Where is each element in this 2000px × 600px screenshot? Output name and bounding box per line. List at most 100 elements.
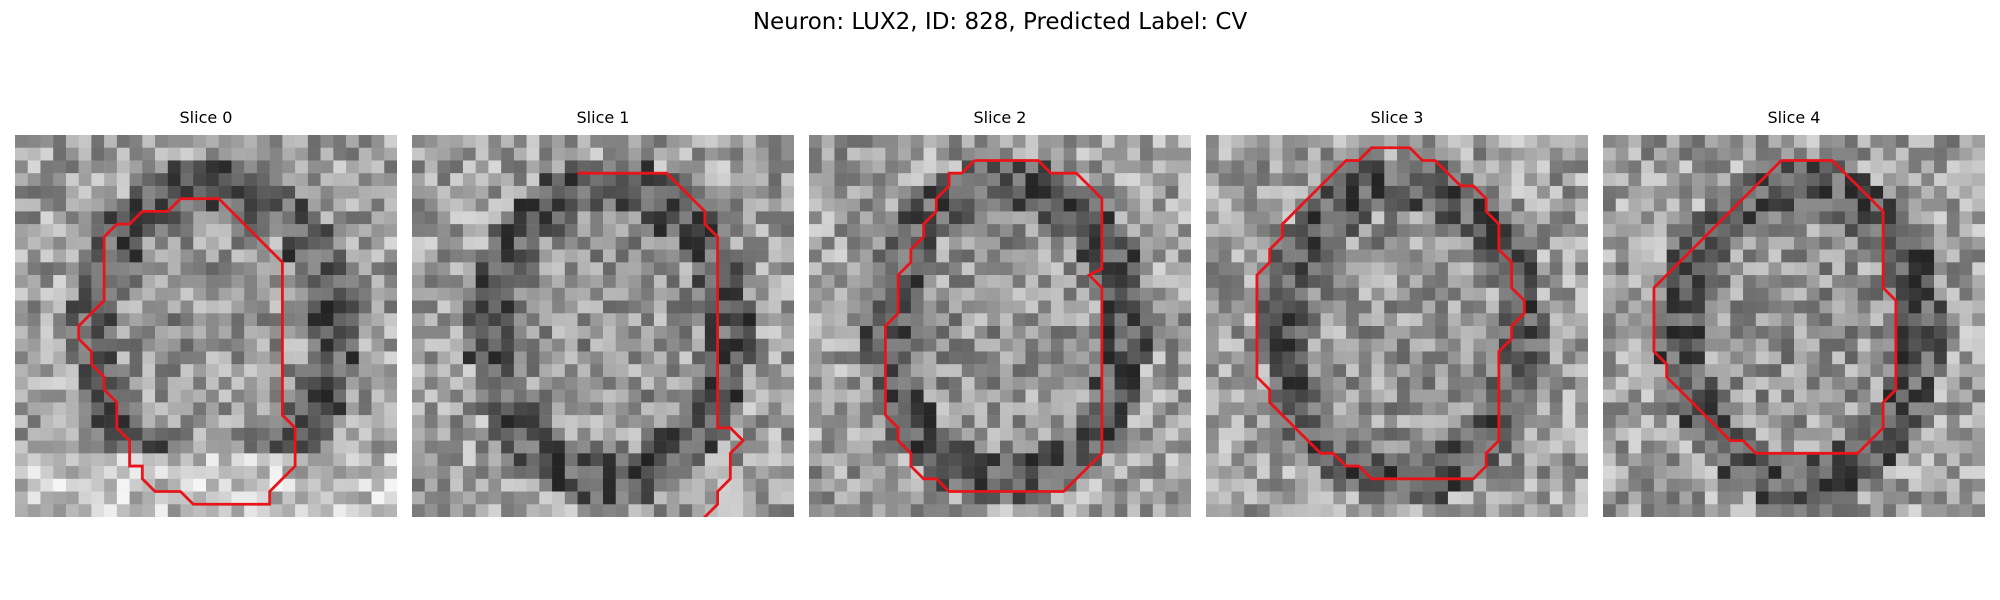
pixel xyxy=(1050,147,1064,161)
pixel xyxy=(755,466,769,480)
pixel xyxy=(1256,300,1270,314)
pixel xyxy=(1012,338,1026,352)
pixel xyxy=(679,173,693,187)
pixel xyxy=(653,326,667,339)
pixel xyxy=(1371,160,1385,174)
pixel xyxy=(1447,478,1461,492)
pixel xyxy=(1883,198,1897,212)
pixel xyxy=(358,402,372,416)
pixel xyxy=(1972,491,1985,505)
pixel xyxy=(974,504,988,517)
pixel xyxy=(1704,287,1718,301)
pixel xyxy=(1755,415,1769,429)
pixel xyxy=(1717,466,1731,480)
pixel xyxy=(269,147,283,161)
pixel xyxy=(1397,287,1410,301)
pixel xyxy=(1768,389,1782,403)
pixel xyxy=(1666,478,1680,492)
pixel xyxy=(1653,389,1667,403)
pixel xyxy=(65,466,79,480)
pixel xyxy=(1307,287,1321,301)
pixel xyxy=(1000,415,1013,429)
pixel xyxy=(155,364,169,378)
pixel xyxy=(768,135,782,148)
pixel xyxy=(704,173,718,187)
pixel xyxy=(1743,466,1757,480)
pixel xyxy=(1679,364,1693,378)
pixel xyxy=(180,504,194,517)
pixel xyxy=(282,224,296,238)
pixel xyxy=(206,135,219,148)
pixel xyxy=(539,185,553,199)
pixel xyxy=(1089,173,1103,187)
pixel xyxy=(1562,338,1576,352)
pixel xyxy=(923,338,937,352)
pixel xyxy=(1473,275,1487,289)
pixel xyxy=(1012,478,1026,492)
pixel xyxy=(1768,185,1782,199)
pixel xyxy=(1256,275,1270,289)
pixel xyxy=(628,198,642,212)
pixel xyxy=(346,135,360,148)
pixel xyxy=(1460,415,1474,429)
pixel xyxy=(1692,351,1706,365)
pixel xyxy=(231,198,245,212)
pixel xyxy=(539,198,553,212)
pixel xyxy=(1870,224,1884,238)
pixel xyxy=(1730,300,1744,314)
pixel xyxy=(872,300,886,314)
pixel xyxy=(1269,389,1283,403)
pixel xyxy=(859,262,873,276)
pixel xyxy=(513,504,527,517)
pixel xyxy=(1972,453,1985,467)
pixel xyxy=(1870,275,1884,289)
pixel xyxy=(1127,313,1141,327)
pixel xyxy=(1384,491,1398,505)
pixel xyxy=(269,440,283,454)
pixel xyxy=(628,211,642,225)
pixel xyxy=(1089,236,1103,250)
pixel xyxy=(1717,147,1731,161)
pixel xyxy=(1101,287,1115,301)
pixel xyxy=(206,402,219,416)
pixel xyxy=(704,466,718,480)
pixel xyxy=(859,504,873,517)
pixel xyxy=(1295,275,1309,289)
pixel xyxy=(1384,478,1398,492)
pixel xyxy=(437,135,451,148)
pixel xyxy=(513,364,527,378)
pixel xyxy=(1537,427,1551,441)
pixel xyxy=(1743,351,1757,365)
pixel xyxy=(1076,504,1090,517)
pixel xyxy=(1857,211,1871,225)
pixel xyxy=(475,440,489,454)
pixel xyxy=(307,262,321,276)
pixel xyxy=(1063,491,1077,505)
pixel xyxy=(717,135,731,148)
pixel xyxy=(320,313,334,327)
pixel xyxy=(679,211,693,225)
pixel xyxy=(1908,147,1922,161)
pixel xyxy=(1333,275,1347,289)
pixel xyxy=(1140,198,1154,212)
pixel xyxy=(1473,376,1487,390)
pixel xyxy=(475,236,489,250)
pixel xyxy=(885,478,899,492)
pixel xyxy=(488,147,502,161)
pixel xyxy=(1473,402,1487,416)
pixel xyxy=(730,173,744,187)
pixel xyxy=(1934,440,1948,454)
pixel xyxy=(987,262,1001,276)
pixel xyxy=(193,262,207,276)
pixel xyxy=(526,415,540,429)
pixel xyxy=(65,224,79,238)
pixel xyxy=(704,376,718,390)
pixel xyxy=(1165,236,1179,250)
pixel xyxy=(834,326,848,339)
pixel xyxy=(1307,491,1321,505)
pixel xyxy=(1959,338,1973,352)
pixel xyxy=(809,287,822,301)
pixel xyxy=(53,478,67,492)
pixel xyxy=(974,440,988,454)
pixel xyxy=(781,224,794,238)
